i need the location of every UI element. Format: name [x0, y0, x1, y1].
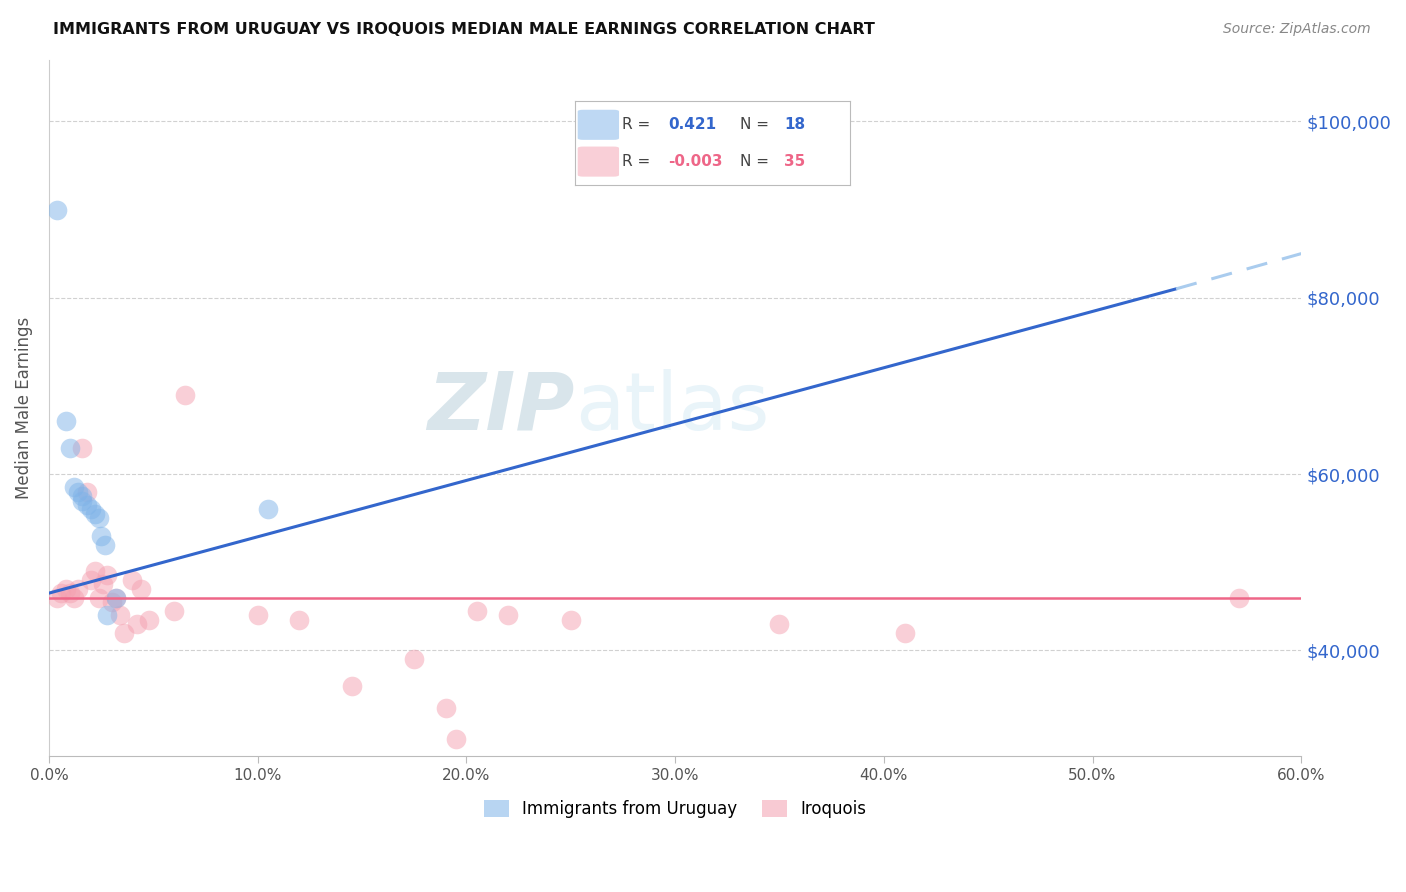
Point	[138, 613, 160, 627]
Point	[59, 441, 82, 455]
Point	[104, 591, 127, 605]
Point	[893, 625, 915, 640]
Point	[112, 625, 135, 640]
Point	[87, 511, 110, 525]
Point	[72, 493, 94, 508]
Text: ZIP: ZIP	[427, 369, 575, 447]
Point	[72, 441, 94, 455]
Point	[96, 608, 118, 623]
Point	[67, 582, 90, 596]
Point	[46, 202, 69, 217]
Point	[288, 613, 311, 627]
Point	[444, 731, 467, 746]
Point	[94, 538, 117, 552]
Point	[51, 586, 73, 600]
Text: atlas: atlas	[575, 369, 769, 447]
Point	[163, 604, 186, 618]
Text: Source: ZipAtlas.com: Source: ZipAtlas.com	[1223, 22, 1371, 37]
Point	[76, 498, 98, 512]
Point	[465, 604, 488, 618]
Point	[340, 679, 363, 693]
Point	[90, 529, 112, 543]
Point	[654, 154, 676, 169]
Legend: Immigrants from Uruguay, Iroquois: Immigrants from Uruguay, Iroquois	[477, 793, 873, 824]
Point	[768, 617, 790, 632]
Point	[560, 613, 582, 627]
Point	[83, 507, 105, 521]
Point	[404, 652, 426, 666]
Point	[257, 502, 280, 516]
Point	[76, 484, 98, 499]
Point	[246, 608, 269, 623]
Point	[496, 608, 519, 623]
Point	[173, 387, 195, 401]
Point	[434, 700, 457, 714]
Point	[80, 573, 103, 587]
Point	[104, 591, 127, 605]
Point	[72, 489, 94, 503]
Point	[108, 608, 131, 623]
Point	[87, 591, 110, 605]
Point	[46, 591, 69, 605]
Point	[125, 617, 148, 632]
Point	[55, 414, 77, 428]
Point	[1227, 591, 1250, 605]
Point	[121, 573, 143, 587]
Point	[100, 595, 122, 609]
Point	[63, 480, 86, 494]
Point	[91, 577, 114, 591]
Point	[55, 582, 77, 596]
Point	[129, 582, 152, 596]
Point	[80, 502, 103, 516]
Point	[46, 811, 69, 825]
Point	[59, 586, 82, 600]
Y-axis label: Median Male Earnings: Median Male Earnings	[15, 317, 32, 499]
Point	[96, 568, 118, 582]
Point	[67, 484, 90, 499]
Point	[83, 564, 105, 578]
Text: IMMIGRANTS FROM URUGUAY VS IROQUOIS MEDIAN MALE EARNINGS CORRELATION CHART: IMMIGRANTS FROM URUGUAY VS IROQUOIS MEDI…	[53, 22, 876, 37]
Point	[63, 591, 86, 605]
